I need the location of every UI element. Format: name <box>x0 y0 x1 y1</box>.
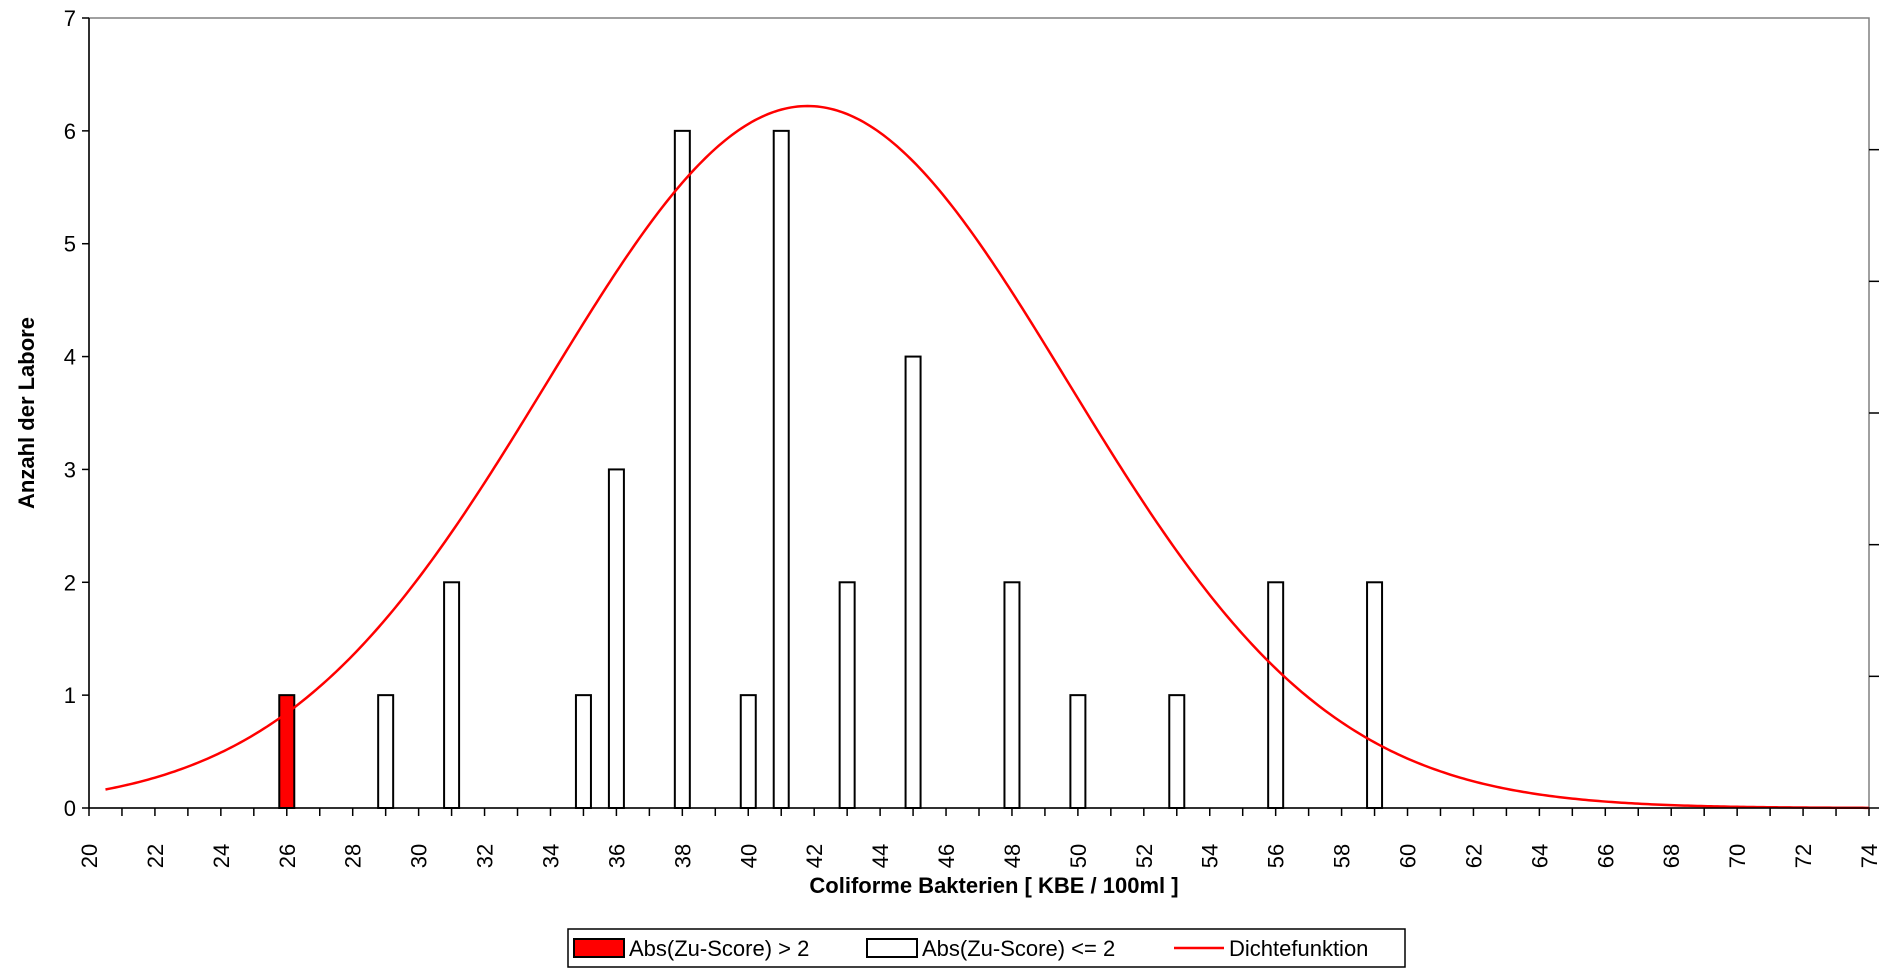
bar <box>443 581 461 809</box>
x-tick-label: 30 <box>407 844 432 868</box>
legend-label-outlier: Abs(Zu-Score) > 2 <box>629 936 809 961</box>
x-tick-label: 56 <box>1264 844 1289 868</box>
bar <box>673 129 691 810</box>
density-curve <box>105 104 1870 810</box>
x-tick-label: 62 <box>1461 844 1486 868</box>
x-tick-label: 72 <box>1791 844 1816 868</box>
x-axis-title: Coliforme Bakterien [ KBE / 100ml ] <box>809 873 1178 898</box>
x-tick-label: 34 <box>538 844 563 868</box>
x-tick-label: 44 <box>868 844 893 868</box>
y-tick-label: 2 <box>64 570 76 595</box>
x-tick-label: 32 <box>473 844 498 868</box>
x-tick-label: 68 <box>1659 844 1684 868</box>
bars <box>278 129 1384 810</box>
x-tick-label: 42 <box>802 844 827 868</box>
bar <box>739 694 757 810</box>
x-tick-label: 36 <box>604 844 629 868</box>
x-tick-label: 64 <box>1527 844 1552 868</box>
bar <box>1069 694 1087 810</box>
x-tick-label: 60 <box>1396 844 1421 868</box>
x-tick-label: 28 <box>341 844 366 868</box>
legend-label-normal: Abs(Zu-Score) <= 2 <box>922 936 1115 961</box>
x-tick-label: 66 <box>1593 844 1618 868</box>
x-tick-label: 52 <box>1132 844 1157 868</box>
legend-swatch-outlier <box>573 938 625 958</box>
x-tick-label: 54 <box>1198 844 1223 868</box>
legend-swatch-normal <box>866 938 918 958</box>
y-tick-label: 3 <box>64 457 76 482</box>
plot-area <box>88 17 1870 809</box>
y-tick-label: 0 <box>64 796 76 821</box>
right-axis-ticks <box>1869 148 1879 809</box>
legend-box <box>567 928 1406 968</box>
y-axis-ticks: 0 1 2 3 4 5 6 7 <box>64 6 89 821</box>
bar <box>1366 581 1384 809</box>
x-tick-label: 58 <box>1330 844 1355 868</box>
bar <box>377 694 395 810</box>
x-tick-label: 22 <box>143 844 168 868</box>
y-tick-label: 5 <box>64 232 76 257</box>
x-tick-label: 26 <box>275 844 300 868</box>
y-tick-label: 6 <box>64 119 76 144</box>
y-tick-label: 7 <box>64 6 76 31</box>
x-tick-label: 38 <box>670 844 695 868</box>
x-tick-label: 40 <box>736 844 761 868</box>
y-tick-label: 1 <box>64 683 76 708</box>
bar <box>1168 694 1186 810</box>
bar <box>574 694 592 810</box>
bar <box>772 129 790 810</box>
x-tick-label: 48 <box>1000 844 1025 868</box>
y-axis-title: Anzahl der Labore <box>14 317 39 509</box>
y-tick-label: 4 <box>64 345 76 370</box>
x-tick-label: 20 <box>77 844 102 868</box>
legend-label-density: Dichtefunktion <box>1229 936 1368 961</box>
x-tick-label: 74 <box>1857 844 1882 868</box>
bar <box>607 468 625 809</box>
x-tick-label: 70 <box>1725 844 1750 868</box>
legend: Abs(Zu-Score) > 2 Abs(Zu-Score) <= 2 Dic… <box>567 928 1406 968</box>
bar <box>1003 581 1021 809</box>
bar <box>1267 581 1285 809</box>
bar <box>838 581 856 809</box>
bar <box>904 355 922 809</box>
x-tick-label: 50 <box>1066 844 1091 868</box>
x-axis-ticks: 20 22 24 26 28 30 32 34 36 38 40 42 44 46 48 50 52 54 56 58… <box>77 808 1882 868</box>
x-tick-label: 24 <box>209 844 234 868</box>
x-tick-label: 46 <box>934 844 959 868</box>
